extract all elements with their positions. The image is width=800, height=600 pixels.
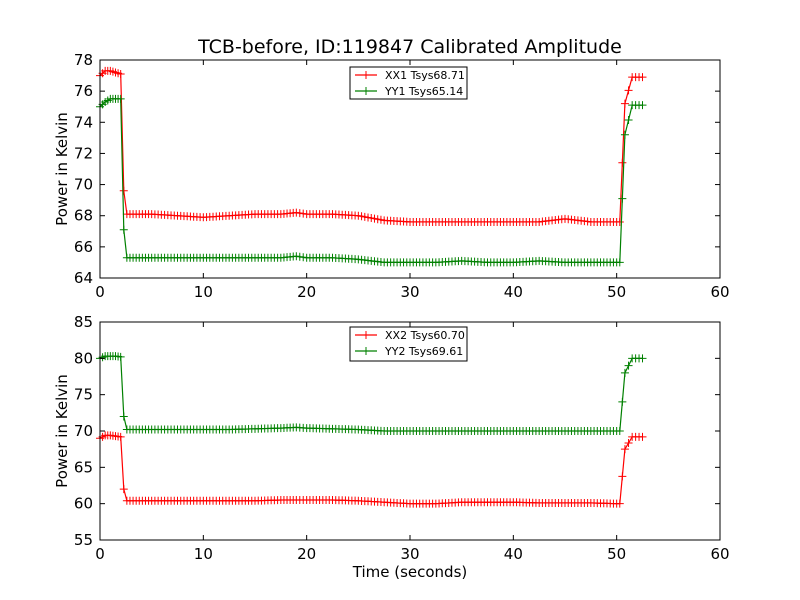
data-point-marker (618, 397, 627, 406)
data-point-marker (354, 211, 363, 220)
legend-box (349, 66, 468, 100)
data-point-marker (119, 186, 128, 195)
series-line (99, 434, 643, 505)
legend-label: YY1 Tsys65.14 (384, 85, 463, 98)
series-line (99, 98, 643, 263)
data-point-marker (119, 225, 128, 234)
legend-label: YY2 Tsys69.61 (384, 345, 463, 358)
y-tick-label: 64 (74, 269, 93, 287)
data-point-marker (620, 445, 629, 454)
data-point-marker (119, 485, 128, 494)
y-axis-label: Power in Kelvin (53, 112, 71, 226)
x-tick-label: 60 (710, 283, 729, 301)
y-tick-label: 75 (74, 386, 93, 404)
data-point-marker (360, 212, 369, 221)
x-tick-label: 40 (504, 283, 523, 301)
data-point-marker (376, 215, 385, 224)
data-point-marker (119, 412, 128, 421)
x-tick-label: 0 (95, 283, 105, 301)
data-point-marker (638, 432, 647, 441)
data-point-marker (638, 354, 647, 363)
series-1-2 (96, 94, 647, 267)
x-axis-label: Time (seconds) (352, 563, 468, 581)
data-point-marker (357, 212, 366, 221)
x-tick-label: 0 (95, 545, 105, 563)
series-2-2 (96, 352, 647, 435)
x-tick-label: 60 (710, 545, 729, 563)
y-tick-label: 80 (74, 349, 93, 367)
y-tick-label: 70 (74, 176, 93, 194)
legend: XX2 Tsys60.70 YY2 Tsys69.61 (349, 326, 468, 362)
data-point-marker (299, 209, 308, 218)
data-point-marker (295, 209, 304, 218)
x-tick-label: 50 (607, 283, 626, 301)
data-point-marker (618, 194, 627, 203)
series-2-1 (96, 431, 647, 508)
y-tick-label: 66 (74, 238, 93, 256)
data-point-marker (624, 438, 633, 447)
y-tick-label: 68 (74, 207, 93, 225)
data-point-marker (618, 158, 627, 167)
legend: XX1 Tsys68.71 YY1 Tsys65.14 (349, 66, 468, 100)
x-tick-label: 30 (400, 545, 419, 563)
data-point-marker (373, 215, 382, 224)
data-point-marker (620, 368, 629, 377)
data-point-marker (116, 94, 125, 103)
chart-panel-2: 0 10 20 30 40 50 60 55 60 65 70 75 80 85 Power in Kelv… (53, 313, 730, 581)
data-point-marker (116, 70, 125, 79)
legend-marker (362, 71, 370, 79)
y-tick-label: 65 (74, 458, 93, 476)
x-tick-label: 10 (194, 283, 213, 301)
data-point-marker (292, 208, 301, 217)
legend-marker (362, 87, 370, 95)
series-line (99, 355, 643, 432)
y-tick-label: 60 (74, 495, 93, 513)
data-point-marker (295, 252, 304, 261)
chart-panel-1: 0 10 20 30 40 50 60 64 66 68 70 72 74 76 78 Power in Ke… (53, 51, 730, 301)
x-tick-label: 30 (400, 283, 419, 301)
data-point-marker (299, 253, 308, 262)
data-point-marker (620, 99, 629, 108)
x-tick-label: 10 (194, 545, 213, 563)
y-tick-label: 78 (74, 51, 93, 69)
data-point-marker (620, 130, 629, 139)
legend-marker (362, 331, 370, 339)
data-point-marker (615, 217, 624, 226)
data-point-marker (615, 499, 624, 508)
data-point-marker (618, 472, 627, 481)
data-point-marker (624, 86, 633, 95)
data-point-marker (638, 73, 647, 82)
x-tick-label: 20 (297, 545, 316, 563)
series-1-1 (96, 66, 647, 226)
data-point-marker (624, 361, 633, 370)
y-tick-label: 72 (74, 144, 93, 162)
data-point-marker (624, 115, 633, 124)
legend-label: XX2 Tsys60.70 (385, 329, 465, 342)
data-point-marker (116, 432, 125, 441)
x-tick-label: 50 (607, 545, 626, 563)
y-tick-label: 85 (74, 313, 93, 331)
data-point-marker (615, 427, 624, 435)
data-point-marker (364, 213, 373, 222)
y-axis-label: Power in Kelvin (53, 374, 71, 488)
data-point-marker (116, 352, 125, 361)
data-point-marker (370, 214, 379, 223)
legend-box (349, 326, 468, 362)
y-tick-label: 74 (74, 113, 93, 131)
data-point-marker (638, 101, 647, 110)
legend-label: XX1 Tsys68.71 (385, 69, 465, 82)
y-tick-label: 55 (74, 531, 93, 549)
legend-marker (362, 347, 370, 355)
data-point-marker (615, 258, 624, 267)
data-point-marker (292, 252, 301, 261)
x-tick-label: 40 (504, 545, 523, 563)
data-point-marker (367, 214, 376, 223)
chart-title: TCB-before, ID:119847 Calibrated Amplitu… (197, 36, 622, 58)
y-tick-label: 70 (74, 422, 93, 440)
x-tick-label: 20 (297, 283, 316, 301)
y-tick-label: 76 (74, 82, 93, 100)
